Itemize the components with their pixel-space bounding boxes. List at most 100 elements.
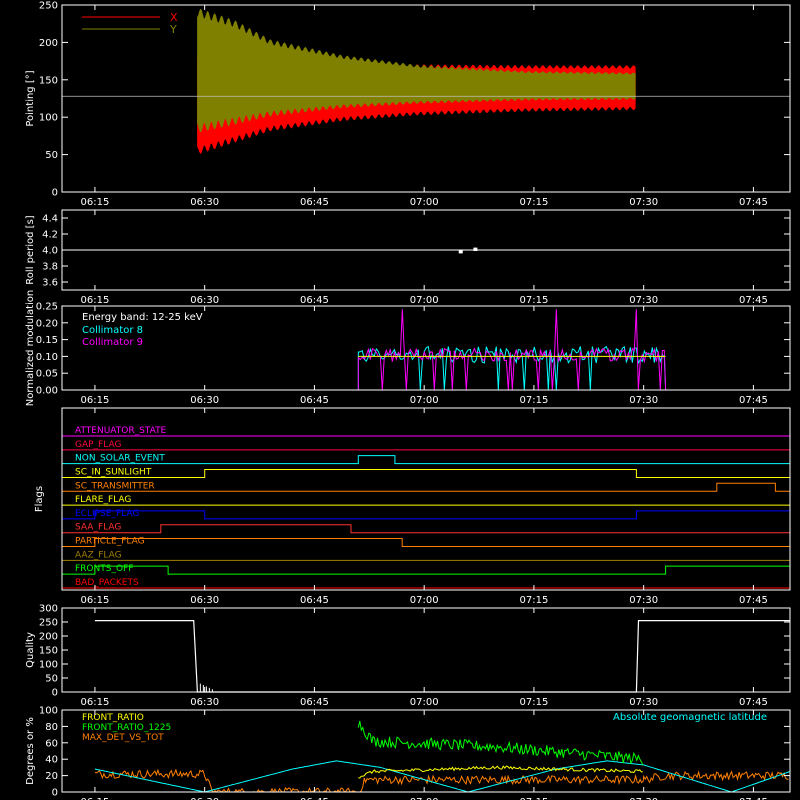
roll-period-glitch [473,247,478,251]
flag-line-particle-flag [62,538,790,548]
pointing-x-tick-label: 06:15 [81,197,110,208]
geomag-legend-front-ratio-1225: FRONT_RATIO_1225 [82,723,171,733]
roll-x-tick-label: 06:30 [190,295,219,306]
modulation-y-tick-label: 0.00 [36,386,58,397]
flag-label-aaz-flag: AAZ_FLAG [75,550,122,560]
flag-line-fronts-off [62,565,791,575]
quality-y-tick-label: 100 [39,660,58,671]
flag-label-attenuator-state: ATTENUATOR_STATE [75,426,167,436]
pointing-x-tick-label: 07:30 [629,197,658,208]
pointing-y-tick-label: 150 [39,75,58,86]
geomag-x-tick-label: 07:30 [629,797,658,800]
geomag-max-det-vs-tot-line [94,768,789,794]
quality-x-tick-label: 07:00 [410,697,439,708]
modulation-x-tick-label: 07:15 [520,395,549,406]
modulation-x-tick-label: 06:45 [300,395,329,406]
roll-panel [62,247,790,254]
flag-label-sc-transmitter: SC_TRANSMITTER [75,481,155,491]
modulation-x-tick-label: 06:15 [81,395,110,406]
roll-y-tick-label: 3.8 [42,262,58,273]
modulation-collimator-9-line [357,309,667,391]
modulation-x-tick-label: 07:00 [410,395,439,406]
flag-line-sc-transmitter [62,482,790,492]
modulation-x-tick-label: 07:30 [629,395,658,406]
modulation-energy-band: Energy band: 12-25 keV [82,312,203,323]
geomag-y-label: Degrees or % [25,717,36,785]
geomag-front-ratio-line [358,765,643,779]
geomag-x-tick-label: 06:15 [81,797,110,800]
quality-y-tick-label: 150 [39,646,58,657]
roll-y-tick-label: 3.6 [42,278,58,289]
pointing-y-tick-label: 200 [39,38,58,49]
modulation-legend-collimator-8: Collimator 8 [82,325,143,336]
quality-x-tick-label: 07:30 [629,697,658,708]
geomag-latitude-line [94,760,791,793]
pointing-x-tick-label: 07:00 [410,197,439,208]
roll-x-tick-label: 07:45 [739,295,768,306]
modulation-y-label: Normalized modulation [25,290,36,407]
flag-line-sc-in-sunlight [62,468,790,478]
modulation-x-tick-label: 07:45 [739,395,768,406]
pointing-x-tick-label: 06:30 [190,197,219,208]
modulation-y-tick-label: 0.25 [36,302,58,313]
quality-x-tick-label: 06:30 [190,697,219,708]
flags-x-tick-label: 07:15 [520,595,549,606]
pointing-y-tick-label: 100 [39,113,58,124]
geomag-y-tick-label: 60 [45,738,58,749]
quality-x-tick-label: 07:15 [520,697,549,708]
roll-x-tick-label: 07:00 [410,295,439,306]
geomag-frame [61,709,791,793]
geomag-legend-front-ratio: FRONT_RATIO [82,713,144,723]
pointing-y-tick-label: 50 [45,150,58,161]
flag-label-eclipse-flag: ECLIPSE_FLAG [75,509,139,519]
quality-x-tick-label: 07:45 [739,697,768,708]
geomag-x-tick-label: 07:15 [520,797,549,800]
geomag-y-tick-label: 20 [45,771,58,782]
pointing-legend-x: X [170,11,178,24]
quality-y-tick-label: 200 [39,632,58,643]
roll-frame [61,209,791,291]
flags-y-label: Flags [34,486,45,512]
flag-label-sc-in-sunlight: SC_IN_SUNLIGHT [75,467,152,477]
modulation-y-tick-label: 0.15 [36,335,58,346]
roll-period-glitch [458,250,463,254]
quality-frame [61,607,791,693]
modulation-x-tick-label: 06:30 [190,395,219,406]
geomag-y-tick-label: 40 [45,755,58,766]
roll-y-tick-label: 4.4 [42,214,58,225]
pointing-x-tick-label: 07:15 [520,197,549,208]
geomag-panel: FRONT_RATIOFRONT_RATIO_1225MAX_DET_VS_TO… [82,712,791,794]
geomag-x-tick-label: 06:45 [300,797,329,800]
flag-label-bad-packets: BAD_PACKETS [75,578,139,588]
flag-line-eclipse-flag [62,510,791,520]
roll-x-tick-label: 07:30 [629,295,658,306]
flag-label-gap-flag: GAP_FLAG [75,440,121,450]
modulation-legend-collimator-9: Collimator 9 [82,337,143,348]
pointing-x-tick-label: 07:45 [739,197,768,208]
quality-x-tick-label: 06:15 [81,697,110,708]
flags-x-tick-label: 07:00 [410,595,439,606]
pointing-legend-y: Y [169,23,177,36]
flag-label-particle-flag: PARTICLE_FLAG [75,537,145,547]
pointing-panel: XY [62,8,790,154]
geomag-x-tick-label: 07:45 [739,797,768,800]
flag-label-flare-flag: FLARE_FLAG [75,495,131,505]
flag-label-fronts-off: FRONTS_OFF [75,564,133,574]
geomag-x-tick-label: 07:00 [410,797,439,800]
quality-y-tick-label: 250 [39,618,58,629]
flag-label-non-solar-event: NON_SOLAR_EVENT [75,454,165,464]
flags-panel: ATTENUATOR_STATE GAP_FLAG NON_SOLAR_EVENT S… [34,426,791,589]
pointing-x-tick-label: 06:45 [300,197,329,208]
geomag-legend-max-det-vs-tot: MAX_DET_VS_TOT [82,733,164,743]
pointing-series-y [197,8,636,133]
flags-x-tick-label: 06:15 [81,595,110,606]
flags-x-tick-label: 07:30 [629,595,658,606]
pointing-y-label: Pointing [°] [25,70,36,126]
modulation-y-tick-label: 0.20 [36,318,58,329]
roll-y-tick-label: 4.2 [42,230,58,241]
roll-x-tick-label: 06:15 [81,295,110,306]
roll-x-tick-label: 06:45 [300,295,329,306]
modulation-y-tick-label: 0.05 [36,369,58,380]
